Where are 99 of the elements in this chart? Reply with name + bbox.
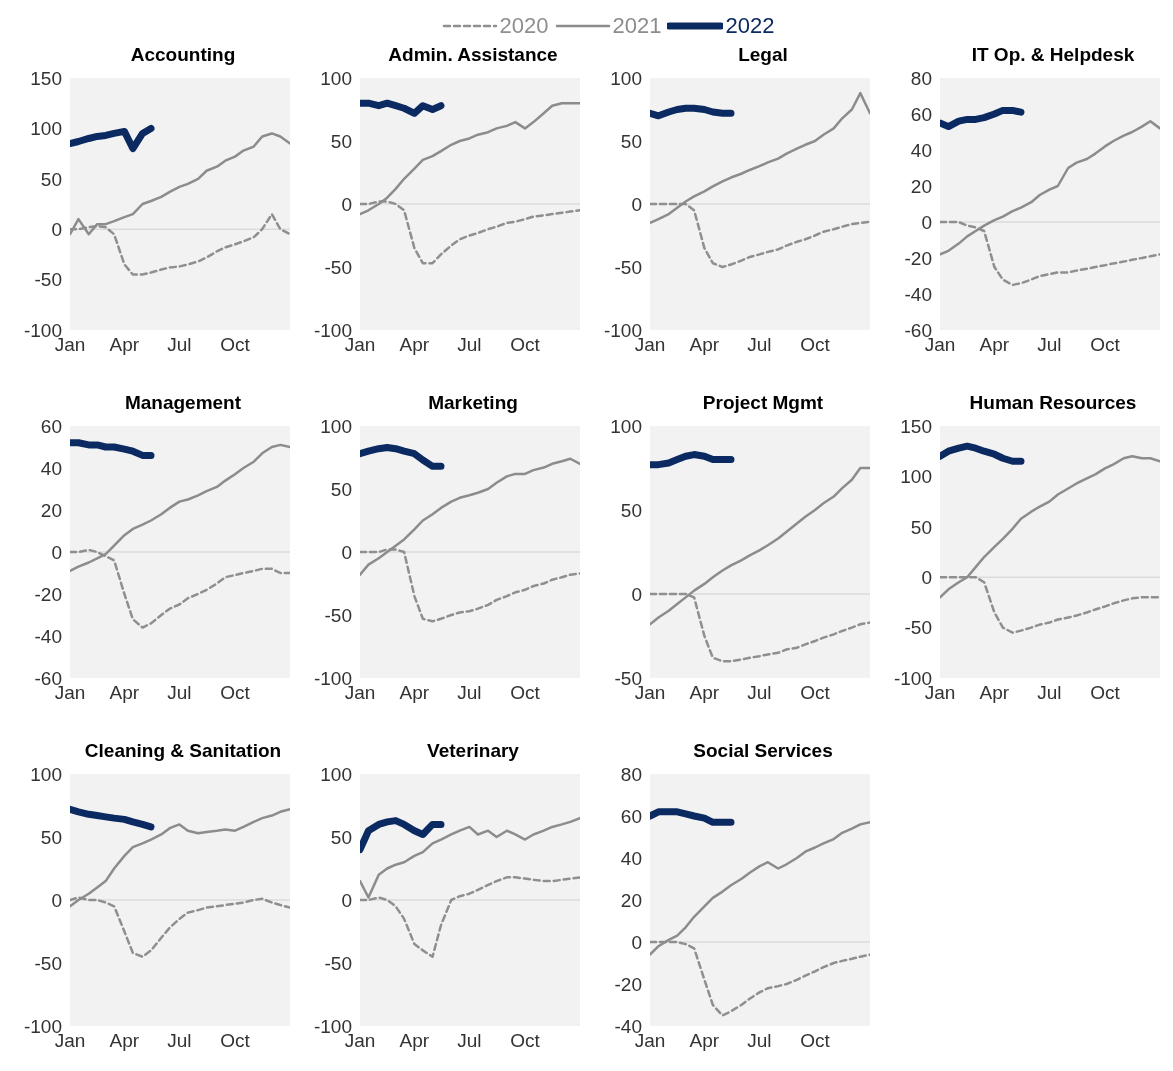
legend-label: 2021: [612, 13, 662, 39]
x-tick-label: Apr: [979, 334, 1010, 356]
chart-title: Veterinary: [427, 740, 519, 761]
x-tick-label: Apr: [399, 682, 430, 704]
y-tick-label: 100: [610, 67, 642, 89]
x-tick-label: Jul: [457, 1030, 482, 1052]
y-tick-label: 150: [30, 67, 62, 89]
y-tick-label: 100: [320, 415, 352, 437]
y-tick-label: 40: [910, 139, 932, 161]
x-tick-label: Jul: [457, 682, 482, 704]
y-tick-label: 50: [910, 516, 932, 538]
chart-title: Admin. Assistance: [388, 44, 558, 65]
y-tick-label: 100: [30, 118, 62, 140]
y-tick-label: 100: [610, 415, 642, 437]
y-tick-label: 0: [631, 193, 642, 215]
chart-title: Accounting: [130, 44, 236, 65]
x-tick-label: Oct: [510, 1030, 541, 1052]
x-tick-label: Oct: [510, 334, 541, 356]
y-tick-label: -20: [904, 247, 932, 269]
y-tick-label: 0: [921, 566, 932, 588]
y-tick-label: -40: [34, 625, 62, 647]
y-tick-label: -50: [324, 952, 352, 974]
x-tick-label: Jul: [747, 334, 772, 356]
chart-title: Cleaning & Sanitation: [84, 740, 282, 761]
y-tick-label: 20: [910, 175, 932, 197]
y-tick-label: -20: [614, 973, 642, 995]
legend-label: 2022: [725, 13, 775, 39]
chart-title: Marketing: [428, 392, 518, 413]
x-tick-label: Jul: [457, 334, 482, 356]
y-tick-label: 100: [30, 763, 62, 785]
chart-title: Project Mgmt: [702, 392, 824, 413]
y-tick-label: 40: [620, 847, 642, 869]
y-tick-label: -50: [904, 617, 932, 639]
y-tick-label: -20: [34, 583, 62, 605]
chart-title: Legal: [738, 44, 788, 65]
y-tick-label: 0: [51, 889, 62, 911]
y-tick-label: 20: [620, 889, 642, 911]
x-tick-label: Oct: [800, 334, 831, 356]
y-tick-label: 50: [330, 130, 352, 152]
x-tick-label: Oct: [1090, 334, 1121, 356]
y-tick-label: 80: [910, 67, 932, 89]
y-tick-label: 50: [620, 130, 642, 152]
x-tick-label: Jul: [747, 682, 772, 704]
legend-label: 2020: [499, 13, 549, 39]
y-tick-label: 50: [620, 499, 642, 521]
y-tick-label: 0: [51, 541, 62, 563]
x-tick-label: Apr: [109, 1030, 140, 1052]
x-tick-label: Oct: [220, 1030, 251, 1052]
x-tick-label: Apr: [399, 1030, 430, 1052]
y-tick-label: 80: [620, 763, 642, 785]
y-tick-label: -50: [34, 269, 62, 291]
y-tick-label: 50: [40, 826, 62, 848]
x-tick-label: Oct: [800, 682, 831, 704]
x-tick-label: Oct: [800, 1030, 831, 1052]
x-tick-label: Jul: [167, 682, 192, 704]
x-tick-label: Jul: [167, 334, 192, 356]
x-tick-label: Apr: [689, 334, 720, 356]
y-tick-label: 60: [910, 103, 932, 125]
y-tick-label: 40: [40, 457, 62, 479]
x-tick-label: Jul: [747, 1030, 772, 1052]
x-tick-label: Jul: [167, 1030, 192, 1052]
x-tick-label: Oct: [220, 682, 251, 704]
x-tick-label: Oct: [1090, 682, 1121, 704]
y-tick-label: 0: [631, 583, 642, 605]
x-tick-label: Apr: [399, 334, 430, 356]
y-tick-label: 100: [320, 67, 352, 89]
y-tick-label: 20: [40, 499, 62, 521]
y-tick-label: 0: [51, 218, 62, 240]
x-tick-label: Apr: [109, 334, 140, 356]
chart-title: Management: [124, 392, 242, 413]
y-tick-label: -40: [904, 283, 932, 305]
y-tick-label: 150: [900, 415, 932, 437]
x-tick-label: Apr: [689, 1030, 720, 1052]
y-tick-label: 60: [620, 805, 642, 827]
x-tick-label: Jul: [1037, 682, 1062, 704]
y-tick-label: 50: [40, 168, 62, 190]
y-tick-label: 0: [631, 931, 642, 953]
y-tick-label: -50: [324, 604, 352, 626]
y-tick-label: 50: [330, 826, 352, 848]
chart-title: Social Services: [693, 740, 833, 761]
y-tick-label: 0: [341, 889, 352, 911]
y-tick-label: 100: [320, 763, 352, 785]
x-tick-label: Oct: [220, 334, 251, 356]
y-tick-label: 0: [921, 211, 932, 233]
x-tick-label: Jul: [1037, 334, 1062, 356]
y-tick-label: -50: [614, 256, 642, 278]
chart-title: Human Resources: [969, 392, 1137, 413]
y-tick-label: 100: [900, 466, 932, 488]
x-tick-label: Apr: [109, 682, 140, 704]
chart-title: IT Op. & Helpdesk: [971, 44, 1135, 65]
y-tick-label: 60: [40, 415, 62, 437]
x-tick-label: Oct: [510, 682, 541, 704]
y-tick-label: -50: [34, 952, 62, 974]
y-tick-label: 50: [330, 478, 352, 500]
y-tick-label: 0: [341, 541, 352, 563]
x-tick-label: Apr: [979, 682, 1010, 704]
x-tick-label: Apr: [689, 682, 720, 704]
y-tick-label: 0: [341, 193, 352, 215]
y-tick-label: -50: [324, 256, 352, 278]
